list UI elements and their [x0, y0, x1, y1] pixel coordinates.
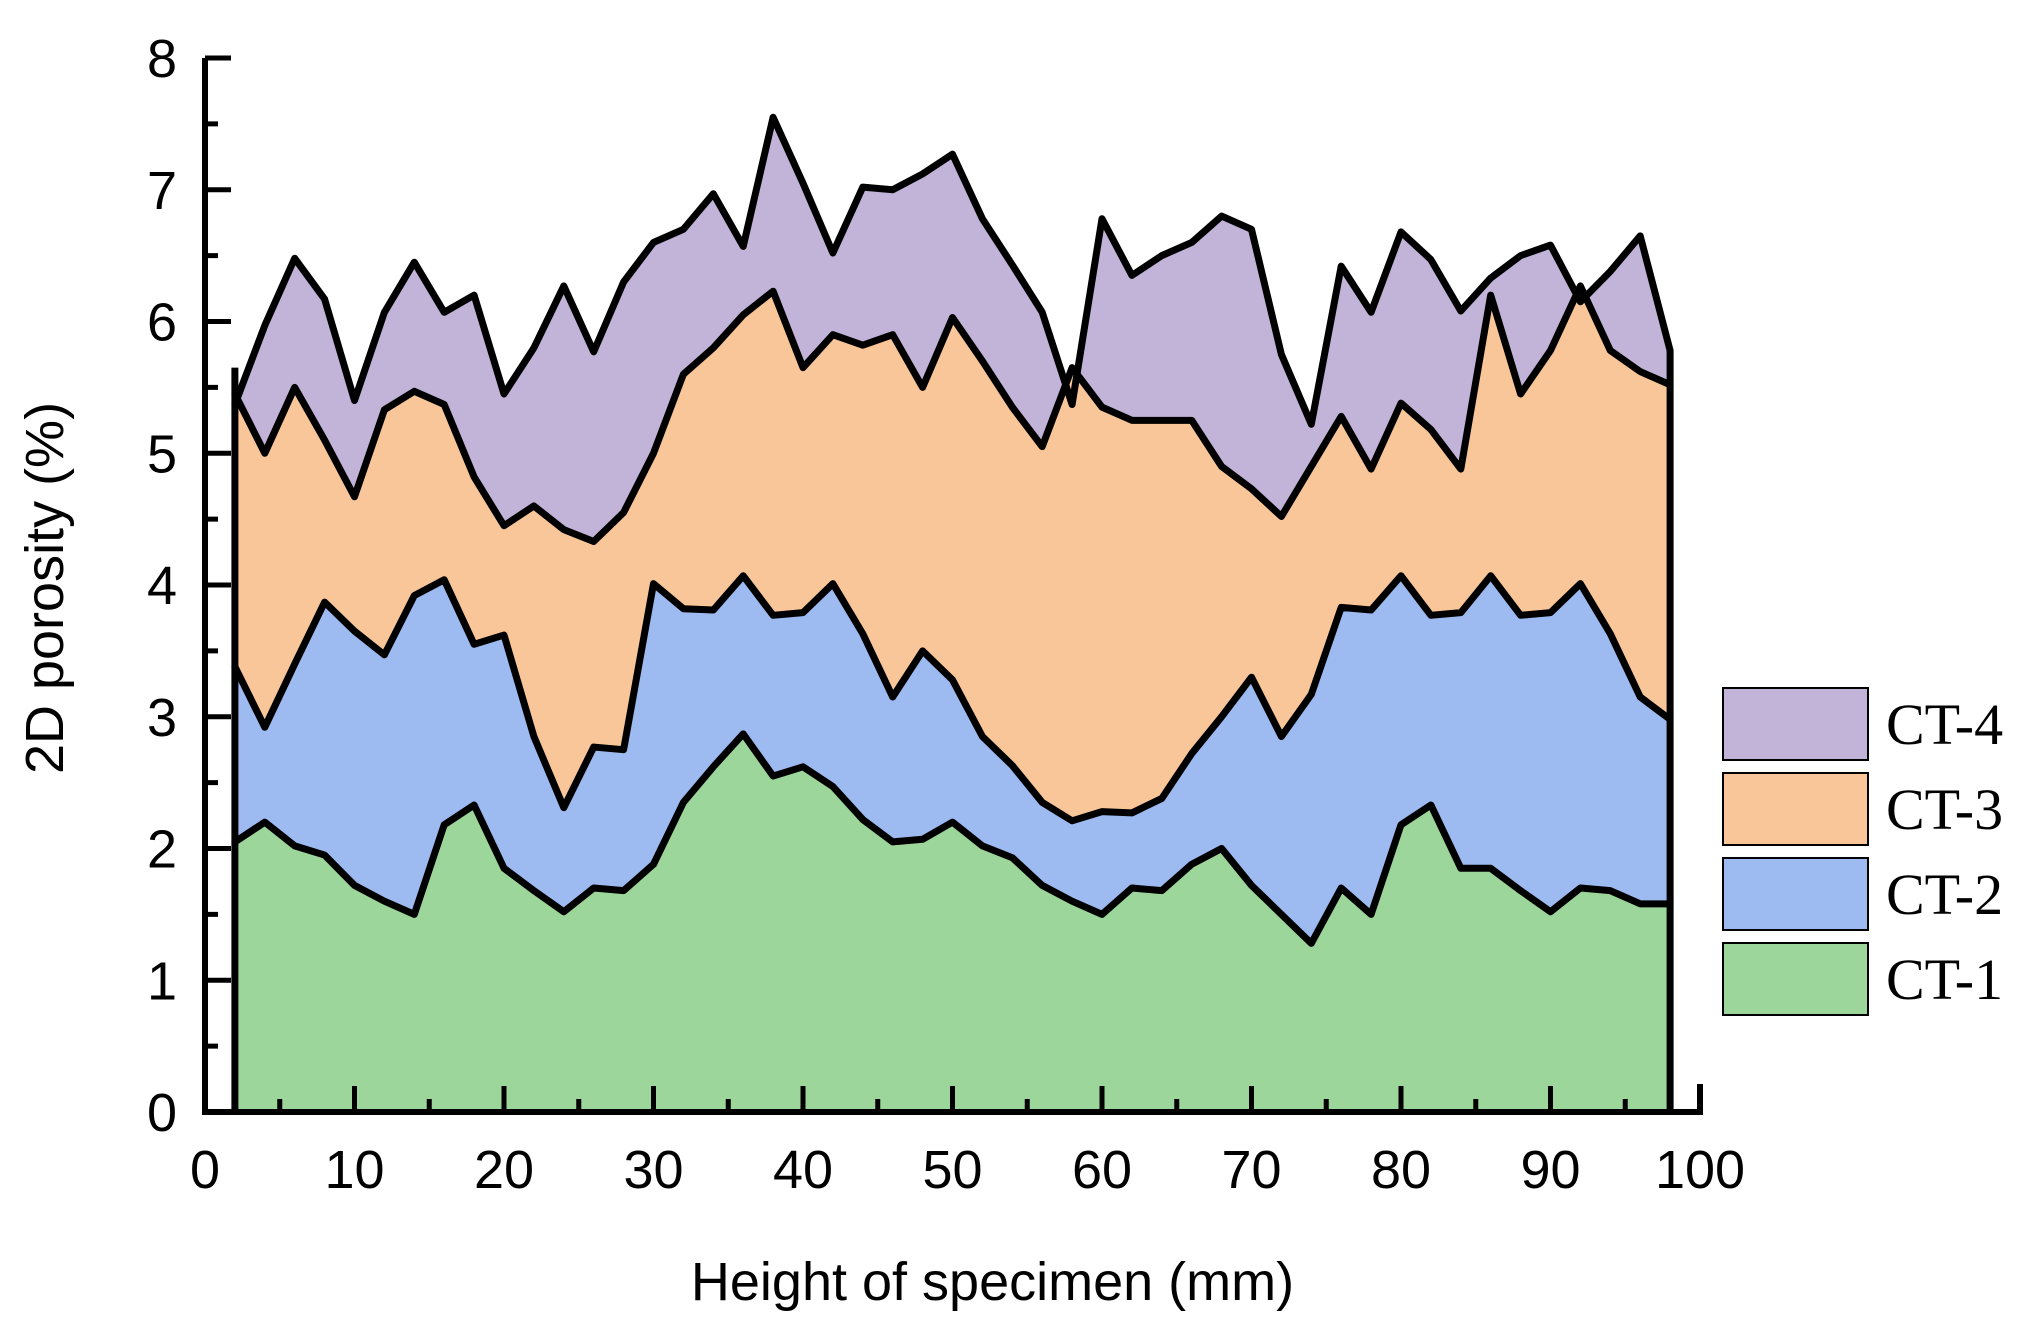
- area-layers: [234, 117, 1671, 1113]
- line-ct-1: [231, 730, 1674, 947]
- y-tick-label: 3: [147, 688, 177, 748]
- axes: 0 1 2 3 4 5 6 7 8 0 10 20 30 40 50 60 70 80 90 100: [147, 29, 1745, 1200]
- legend-label-ct-2: CT-2: [1886, 862, 2003, 927]
- area-ct-1: [234, 733, 1671, 1112]
- legend-swatch-ct-4: [1722, 687, 1869, 761]
- x-axis-label: Height of specimen (mm): [691, 1252, 1294, 1312]
- y-tick-label: 1: [147, 951, 177, 1011]
- y-ticks: 0 1 2 3 4 5 6 7 8: [147, 29, 231, 1143]
- legend-label-ct-1: CT-1: [1886, 947, 2003, 1012]
- series-lines: [231, 113, 1674, 1112]
- x-tick-label: 30: [623, 1140, 683, 1200]
- y-tick-label: 0: [147, 1083, 177, 1143]
- legend-label-ct-4: CT-4: [1886, 692, 2003, 757]
- line-ct-3: [231, 282, 1674, 546]
- legend-swatch-ct-3: [1722, 772, 1869, 846]
- legend-label-ct-3: CT-3: [1886, 777, 2003, 842]
- legend-swatch-ct-2: [1722, 857, 1869, 931]
- x-tick-label: 90: [1520, 1140, 1580, 1200]
- x-tick-label: 0: [190, 1140, 220, 1200]
- x-tick-label: 70: [1221, 1140, 1281, 1200]
- legend-swatch-ct-1: [1722, 942, 1869, 1016]
- x-tick-label: 40: [773, 1140, 833, 1200]
- legend: CT-4 CT-3 CT-2 CT-1: [1722, 687, 2003, 1016]
- y-tick-label: 7: [147, 161, 177, 221]
- y-tick-label: 4: [147, 556, 177, 616]
- y-tick-label: 2: [147, 820, 177, 880]
- y-axis-label: 2D porosity (%): [15, 402, 75, 774]
- y-tick-label: 8: [147, 29, 177, 89]
- x-tick-label: 60: [1072, 1140, 1132, 1200]
- line-ct-2: [231, 572, 1674, 825]
- x-tick-label: 50: [922, 1140, 982, 1200]
- x-tick-label: 80: [1371, 1140, 1431, 1200]
- x-tick-label: 100: [1655, 1140, 1745, 1200]
- x-tick-label: 10: [324, 1140, 384, 1200]
- line-ct-4: [231, 113, 1674, 428]
- y-tick-label: 5: [147, 424, 177, 484]
- x-tick-label: 20: [474, 1140, 534, 1200]
- x-ticks: 0 10 20 30 40 50 60 70 80 90 100: [190, 1086, 1745, 1200]
- y-tick-label: 6: [147, 293, 177, 353]
